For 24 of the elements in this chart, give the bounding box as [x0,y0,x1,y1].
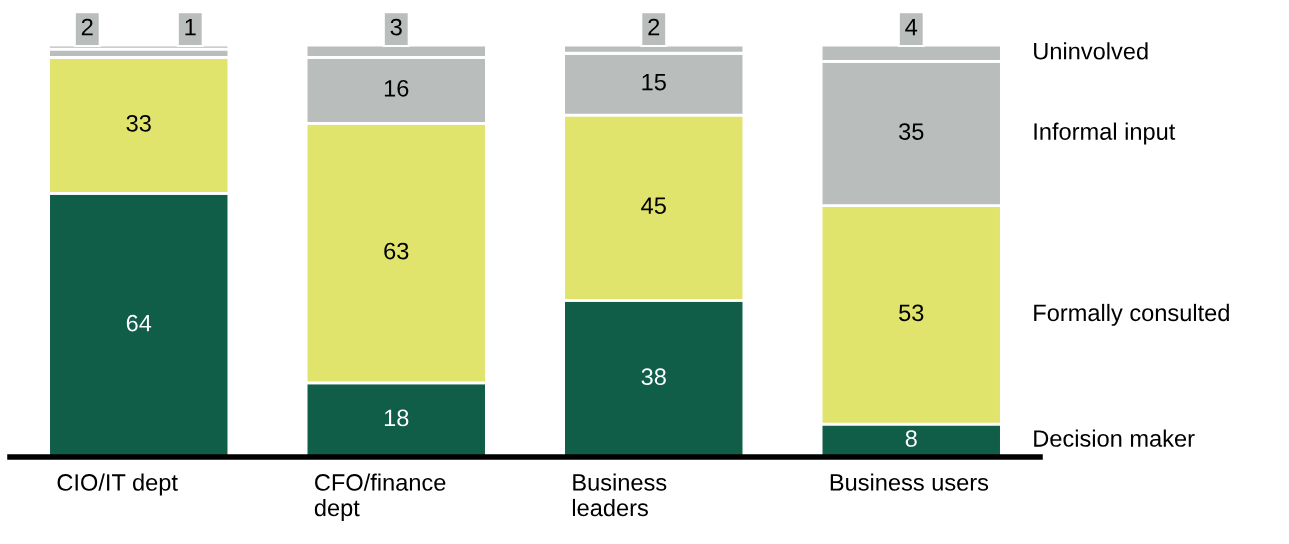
data-label: 16 [384,79,409,97]
data-label: 2 [648,18,660,36]
series-label: Decision maker [1034,429,1195,447]
series-label: Uninvolved [1034,42,1148,60]
data-label: 2 [81,18,93,36]
data-label: 4 [905,18,918,36]
x-tick-label: CFO/finance dept [314,473,446,521]
x-tick-label: CIO/IT dept [57,473,178,496]
data-label: 35 [899,123,924,140]
data-label: 64 [126,314,152,332]
data-label: 3 [390,18,402,36]
data-label: 38 [641,368,666,386]
data-label: 53 [899,304,924,322]
series-label: Informal input [1034,122,1176,145]
data-label: 15 [642,74,666,91]
data-label: 63 [384,242,409,260]
x-tick-label: Business users [830,473,989,491]
data-label: 45 [641,197,666,215]
x-tick-label: Business leaders [572,473,667,517]
series-label: Formally consulted [1034,303,1229,326]
data-label: 33 [126,114,151,132]
data-label: 18 [384,409,409,427]
data-label: 8 [905,430,917,447]
data-label: 1 [185,18,196,36]
